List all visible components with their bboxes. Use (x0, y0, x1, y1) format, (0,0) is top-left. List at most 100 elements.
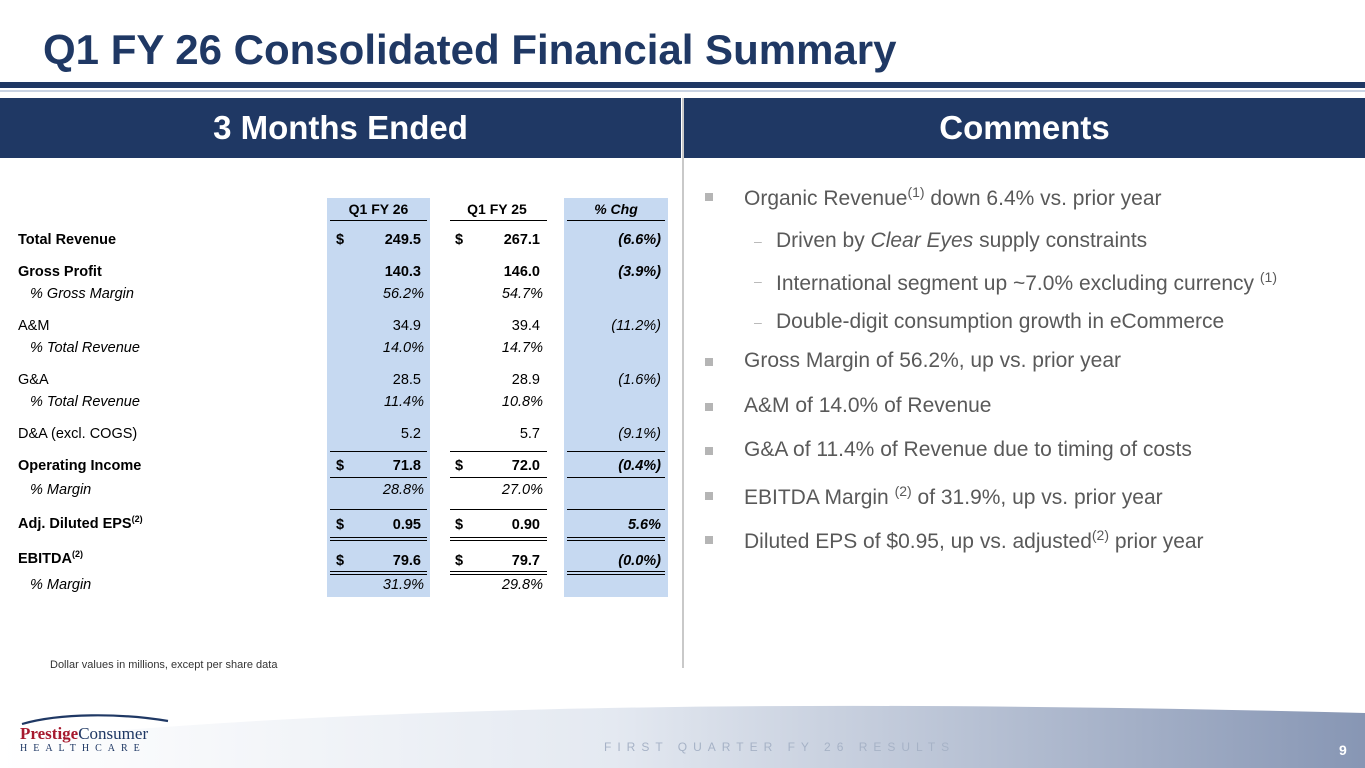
currency-sign: $ (455, 232, 464, 248)
cell-am-prior: 39.4 (511, 318, 540, 334)
section-header-comments: Comments (684, 98, 1365, 158)
row-label-da: D&A (excl. COGS) (18, 426, 138, 442)
logo-word-prestige: Prestige (20, 724, 79, 743)
row-label-operating-income: Operating Income (18, 458, 142, 474)
double-underline (567, 537, 665, 538)
footer-title: FIRST QUARTER FY 26 RESULTS (604, 740, 956, 754)
cell-ebitda-margin-prior: 29.8% (501, 577, 543, 593)
page-number: 9 (1339, 742, 1347, 758)
double-underline (567, 574, 665, 575)
title-rule (0, 82, 1365, 88)
footnote-ref: (2) (1091, 527, 1110, 543)
cell-operating-income-chg: (0.4%) (618, 458, 661, 474)
section-header-months: 3 Months Ended (0, 98, 681, 158)
footnote: Dollar values in millions, except per sh… (50, 659, 278, 671)
cell-op-margin-prior: 27.0% (501, 482, 543, 498)
cell-da-chg: (9.1%) (618, 426, 661, 442)
double-underline (567, 571, 665, 572)
cell-op-margin-cur: 28.8% (382, 482, 424, 498)
cell-ga-cur: 28.5 (392, 372, 421, 388)
cell-ebitda-prior: 79.7 (511, 553, 540, 569)
subtotal-line (567, 451, 665, 452)
comment-text: EBITDA Margin (744, 486, 895, 509)
row-label-adj-diluted-eps: Adj. Diluted EPS(2) (18, 514, 143, 532)
cell-am-cur: 34.9 (392, 318, 421, 334)
row-label-am-pct: % Total Revenue (30, 340, 140, 356)
cell-ga-pct-prior: 10.8% (501, 394, 543, 410)
subtotal-line (330, 477, 427, 478)
comment-text: Diluted EPS of $0.95, up vs. adjusted (744, 530, 1092, 553)
dash-marker: – (754, 273, 762, 289)
footnote-ref: (1) (1259, 269, 1277, 285)
subcomment-international: – International segment up ~7.0% excludi… (705, 269, 1277, 296)
change-column-highlight (564, 198, 668, 597)
subcomment-ecommerce: – Double-digit consumption growth in eCo… (705, 310, 1224, 334)
header-q1-fy26: Q1 FY 26 (348, 201, 409, 217)
currency-sign: $ (455, 517, 464, 533)
cell-da-prior: 5.7 (519, 426, 540, 442)
currency-sign: $ (336, 458, 345, 474)
cell-am-pct-cur: 14.0% (382, 340, 424, 356)
row-label-ga-pct: % Total Revenue (30, 394, 140, 410)
comment-gross-margin: Gross Margin of 56.2%, up vs. prior year (705, 349, 1121, 373)
eps-label-text: Adj. Diluted EPS (18, 515, 132, 532)
double-underline (330, 540, 427, 541)
currency-sign: $ (336, 517, 345, 533)
cell-am-pct-prior: 14.7% (501, 340, 543, 356)
comment-text: down 6.4% vs. prior year (924, 187, 1162, 210)
comment-text: Driven by (776, 229, 871, 252)
cell-ga-chg: (1.6%) (618, 372, 661, 388)
footnote-ref: (1) (907, 184, 925, 200)
comment-organic-revenue: Organic Revenue(1) down 6.4% vs. prior y… (705, 184, 1162, 211)
ebitda-footnote-ref: (2) (71, 549, 83, 559)
subtotal-line (567, 509, 665, 510)
row-label-am: A&M (18, 318, 50, 334)
cell-eps-prior: 0.90 (511, 517, 540, 533)
cell-total-revenue-prior: 267.1 (503, 232, 540, 248)
subtotal-line (450, 451, 547, 452)
title-rule-light (0, 90, 1365, 92)
cell-total-revenue-cur: 249.5 (384, 232, 421, 248)
subtotal-line (330, 509, 427, 510)
double-underline (330, 537, 427, 538)
page-title: Q1 FY 26 Consolidated Financial Summary (43, 26, 897, 73)
currency-sign: $ (455, 458, 464, 474)
dash-marker: – (754, 314, 762, 330)
header-q1-fy25: Q1 FY 25 (467, 201, 527, 217)
cell-ebitda-chg: (0.0%) (618, 553, 661, 569)
logo-swoosh (21, 714, 169, 725)
subtotal-line (450, 509, 547, 510)
footnote-ref: (2) (894, 483, 912, 499)
cell-gross-profit-cur: 140.3 (384, 264, 421, 280)
comment-text: International segment up ~7.0% excluding… (776, 272, 1260, 295)
comment-diluted-eps: Diluted EPS of $0.95, up vs. adjusted(2)… (705, 527, 1204, 554)
currency-sign: $ (455, 553, 464, 569)
logo-word-healthcare: HEALTHCARE (20, 743, 146, 754)
header-pct-chg: % Chg (594, 201, 638, 217)
vertical-divider (682, 98, 684, 668)
bullet-square (705, 193, 713, 201)
cell-eps-chg: 5.6% (627, 517, 661, 533)
currency-sign: $ (336, 553, 345, 569)
current-column-highlight (327, 198, 430, 597)
bullet-square (705, 403, 713, 411)
currency-sign: $ (336, 232, 345, 248)
bullet-square (705, 492, 713, 500)
row-label-ga: G&A (18, 372, 49, 388)
cell-ga-pct-cur: 11.4% (383, 394, 424, 410)
cell-operating-income-cur: 71.8 (392, 458, 421, 474)
comment-ebitda-margin: EBITDA Margin (2) of 31.9%, up vs. prior… (705, 483, 1163, 510)
row-label-ebitda: EBITDA(2) (18, 549, 83, 567)
bullet-square (705, 358, 713, 366)
row-label-total-revenue: Total Revenue (18, 232, 117, 248)
cell-ebitda-margin-cur: 31.9% (382, 577, 424, 593)
comment-am: A&M of 14.0% of Revenue (705, 394, 991, 418)
row-label-op-margin: % Margin (30, 482, 92, 498)
double-underline (330, 571, 427, 572)
ebitda-label-text: EBITDA (18, 550, 72, 567)
header-underline (567, 220, 665, 221)
cell-am-chg: (11.2%) (611, 318, 661, 334)
row-label-gross-margin: % Gross Margin (30, 286, 134, 302)
comment-text-italic: Clear Eyes (870, 229, 974, 252)
double-underline (567, 540, 665, 541)
